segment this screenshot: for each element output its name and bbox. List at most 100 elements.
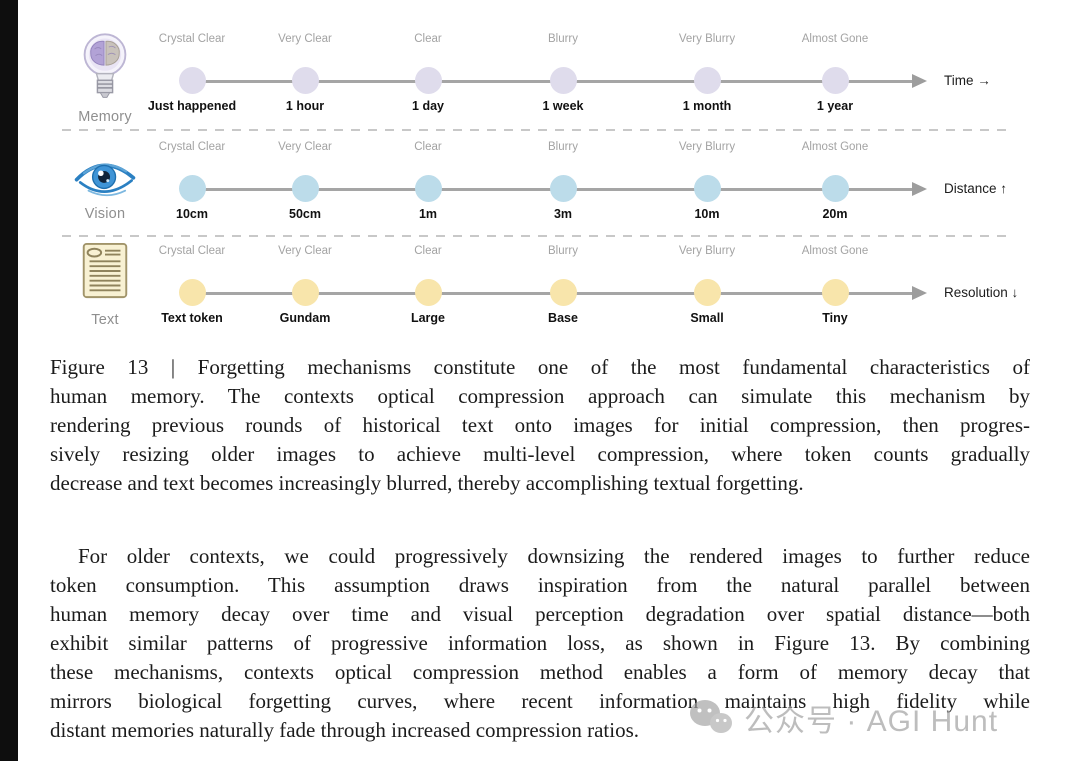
timeline-dot (291, 175, 319, 202)
body-paragraph: For older contexts, we could progressive… (50, 542, 1030, 745)
text-line: For older contexts, we could progressive… (78, 544, 1030, 568)
left-edge-bar (0, 0, 18, 761)
quality-label: Very Blurry (678, 33, 736, 45)
timeline-station: Almost Gone Tiny (773, 238, 897, 348)
timeline-station: Crystal Clear 10cm (130, 134, 254, 244)
watermark: 公众号 · AGI Hunt (688, 696, 998, 740)
station-value-label: 1 day (412, 99, 444, 113)
quality-label: Blurry (547, 141, 579, 153)
text-line: mirrors biological forgetting curves, wh… (50, 689, 1030, 713)
station-value-label: 1 week (542, 99, 584, 113)
station-value-label: Large (410, 311, 446, 325)
station-value-label: Just happened (147, 99, 237, 113)
timeline-dot (821, 67, 849, 94)
row-label-vision: Vision (84, 206, 126, 222)
timeline-dot (821, 279, 849, 306)
timeline-station: Crystal Clear Text token (130, 238, 254, 348)
timeline-station: Very Blurry 1 month (645, 26, 769, 136)
figure-13-diagram: Memory Time → Crystal Clear Just happened… (0, 0, 1080, 348)
timeline-station: Almost Gone 20m (773, 134, 897, 244)
text-line: token consumption. This assumption draws… (50, 573, 1030, 597)
timeline-station: Almost Gone 1 year (773, 26, 897, 136)
quality-label: Almost Gone (801, 245, 869, 257)
text-line: human memory. The contexts optical compr… (50, 384, 1030, 408)
text-line: these mechanisms, contexts optical compr… (50, 660, 1030, 684)
quality-label: Clear (414, 33, 442, 45)
quality-label: Very Clear (278, 33, 332, 45)
quality-label: Clear (414, 141, 442, 153)
wechat-icon (690, 700, 732, 733)
quality-label: Almost Gone (801, 141, 869, 153)
row-label-memory: Memory (78, 109, 132, 125)
quality-label: Very Blurry (678, 245, 736, 257)
vision-arrowhead-icon (912, 182, 927, 196)
text-line: decrease and text becomes increasingly b… (50, 471, 804, 495)
quality-label: Clear (414, 245, 442, 257)
row-label-text: Text (91, 312, 119, 328)
timeline-station: Very Blurry Small (645, 238, 769, 348)
timeline-dot (821, 175, 849, 202)
station-value-label: 50cm (289, 207, 321, 221)
timeline-station: Very Clear 1 hour (243, 26, 367, 136)
figure-caption: Figure 13 | Forgetting mechanisms consti… (50, 353, 1030, 498)
timeline-dot (693, 175, 721, 202)
quality-label: Crystal Clear (158, 245, 226, 257)
quality-label: Very Clear (278, 141, 332, 153)
station-value-label: Small (690, 311, 724, 325)
timeline-dot (693, 279, 721, 306)
timeline-dot (178, 175, 206, 202)
quality-label: Blurry (547, 245, 579, 257)
timeline-station: Blurry 1 week (501, 26, 625, 136)
figure-row-text: Text Resolution ↓ Crystal Clear Text toke… (0, 238, 1080, 348)
station-value-label: 1 year (816, 99, 854, 113)
station-value-label: 1 hour (285, 99, 325, 113)
timeline-dot (414, 175, 442, 202)
station-value-label: 10m (694, 207, 720, 221)
timeline-station: Clear Large (366, 238, 490, 348)
text-line: sively resizing older images to achieve … (50, 442, 1030, 466)
station-value-label: Gundam (279, 311, 331, 325)
text-line: exhibit similar patterns of progressive … (50, 631, 1030, 655)
quality-label: Crystal Clear (158, 33, 226, 45)
row-separator (62, 129, 1012, 131)
timeline-dot (414, 67, 442, 94)
timeline-station: Clear 1 day (366, 26, 490, 136)
timeline-dot (549, 279, 577, 306)
timeline-dot (414, 279, 442, 306)
brain-bulb-icon (72, 30, 138, 109)
station-value-label: 20m (822, 207, 848, 221)
timeline-dot (549, 67, 577, 94)
timeline-dot (549, 175, 577, 202)
timeline-dot (291, 279, 319, 306)
quality-label: Very Blurry (678, 141, 736, 153)
figure-row-vision: Vision Distance ↑ Crystal Clear 10cm Very … (0, 134, 1080, 244)
timeline-dot (693, 67, 721, 94)
quality-label: Very Clear (278, 245, 332, 257)
quality-label: Almost Gone (801, 33, 869, 45)
timeline-dot (178, 67, 206, 94)
station-value-label: Base (548, 311, 578, 325)
station-value-label: 3m (553, 207, 573, 221)
station-value-label: Tiny (822, 311, 848, 325)
quality-label: Blurry (547, 33, 579, 45)
quality-label: Crystal Clear (158, 141, 226, 153)
eye-icon (72, 150, 138, 207)
timeline-dot (178, 279, 206, 306)
time-axis-label: Time → (944, 73, 991, 88)
text-line: rendering previous rounds of historical … (50, 413, 1030, 437)
timeline-station: Very Clear Gundam (243, 238, 367, 348)
timeline-station: Clear 1m (366, 134, 490, 244)
station-value-label: 1 month (682, 99, 732, 113)
timeline-station: Blurry Base (501, 238, 625, 348)
watermark-text: 公众号 · AGI Hunt (744, 705, 999, 738)
distance-axis-label: Distance ↑ (944, 181, 1008, 196)
text-line: Figure 13 | Forgetting mechanisms consti… (50, 355, 1030, 379)
figure-row-memory: Memory Time → Crystal Clear Just happened… (0, 26, 1080, 136)
memory-arrowhead-icon (912, 74, 927, 88)
timeline-station: Blurry 3m (501, 134, 625, 244)
timeline-station: Crystal Clear Just happened (130, 26, 254, 136)
station-value-label: 1m (418, 207, 438, 221)
timeline-station: Very Clear 50cm (243, 134, 367, 244)
resolution-axis-label: Resolution ↓ (944, 285, 1019, 300)
document-icon (72, 242, 138, 305)
